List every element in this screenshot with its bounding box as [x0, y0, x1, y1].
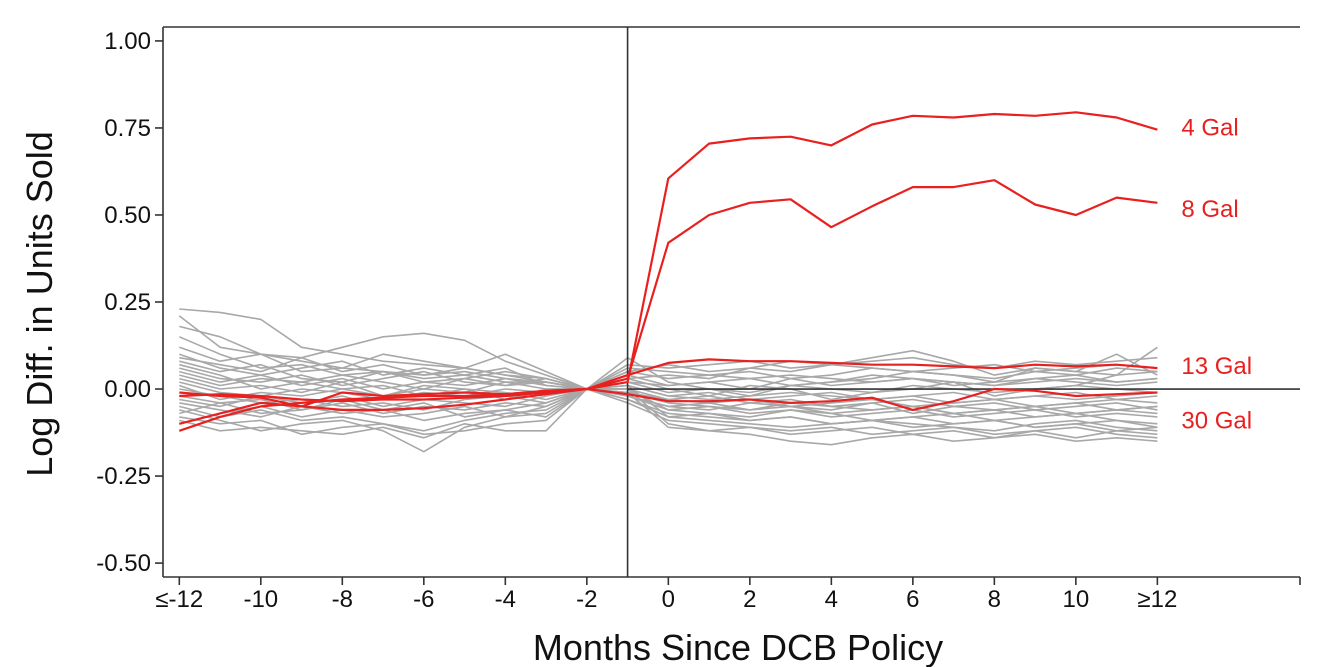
y-tick-label: 0.50 [104, 202, 151, 229]
x-tick-label: ≥12 [1137, 586, 1177, 613]
background-series-line [179, 367, 1158, 439]
series-line-30-gal [179, 387, 1158, 425]
highlighted-series-group [178, 111, 1158, 432]
x-tick-label: -10 [243, 586, 278, 613]
x-tick-label: -8 [332, 586, 353, 613]
y-tick-label: -0.25 [96, 463, 151, 490]
x-tick-label: 2 [743, 586, 756, 613]
series-labels: 4 Gal 8 Gal 13 Gal 30 Gal [1181, 115, 1252, 435]
background-series-line [179, 388, 1158, 411]
x-tick-label: 10 [1063, 586, 1090, 613]
axes: 1.00 0.75 0.50 0.25 0.00 -0.25 -0.50≤-12 -10 -8 -… [96, 26, 1301, 613]
series-label-4-gal: 4 Gal [1181, 115, 1238, 142]
background-series-line [179, 388, 1158, 439]
y-tick-label: 0.25 [104, 289, 151, 316]
background-series-line [179, 388, 1158, 422]
background-series-line [179, 384, 1158, 432]
background-series-line [179, 374, 1158, 418]
series-line-4-gal [179, 111, 1158, 403]
y-tick-label: 1.00 [104, 28, 151, 55]
series-label-30-gal: 30 Gal [1181, 408, 1252, 435]
x-tick-label: ≤-12 [155, 586, 203, 613]
series-line-13-gal [179, 358, 1158, 408]
reference-lines [626, 27, 1300, 577]
background-series-line [179, 370, 1158, 394]
series-line-8-gal [178, 179, 1158, 432]
x-axis-title: Months Since DCB Policy [533, 627, 943, 667]
y-tick-label: 0.75 [104, 115, 151, 142]
series-label-13-gal: 13 Gal [1181, 353, 1252, 380]
series-label-8-gal: 8 Gal [1181, 196, 1238, 223]
x-tick-label: -4 [495, 586, 516, 613]
x-tick-label: 0 [662, 586, 675, 613]
background-series-group [178, 308, 1158, 453]
x-tick-label: -2 [576, 586, 597, 613]
background-series-line [179, 325, 1158, 390]
x-tick-label: 4 [825, 586, 838, 613]
x-tick-label: -6 [413, 586, 434, 613]
x-tick-label: 6 [906, 586, 919, 613]
y-tick-label: -0.50 [96, 550, 151, 577]
y-axis-title: Log Diff. in Units Sold [19, 131, 60, 477]
x-tick-label: 8 [988, 586, 1001, 613]
y-tick-label: 0.00 [104, 376, 151, 403]
background-series-line [179, 384, 1158, 453]
